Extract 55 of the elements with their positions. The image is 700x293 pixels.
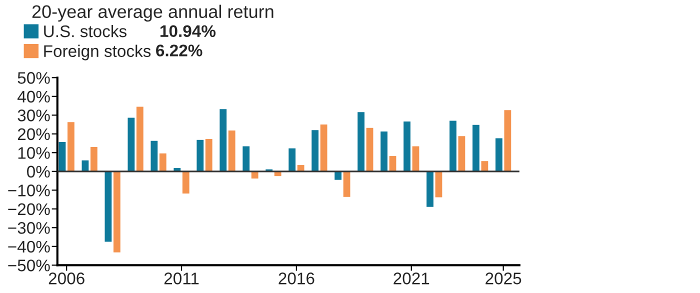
y-tick-label: −20% bbox=[8, 203, 50, 216]
bar bbox=[334, 171, 342, 180]
bar bbox=[358, 112, 364, 172]
bar bbox=[426, 171, 434, 207]
bar bbox=[58, 142, 66, 172]
bar bbox=[128, 118, 135, 172]
bar bbox=[182, 171, 190, 194]
y-tick-label: −40% bbox=[8, 240, 50, 253]
y-tick-label: −30% bbox=[8, 222, 50, 234]
bar bbox=[251, 171, 258, 179]
bar bbox=[481, 161, 488, 172]
bar bbox=[412, 146, 420, 172]
y-tick-label: 30% bbox=[18, 110, 50, 122]
bar bbox=[312, 130, 319, 172]
bar bbox=[196, 140, 204, 172]
text: 10.94% bbox=[160, 25, 216, 38]
legend-label: U.S. stocks bbox=[44, 24, 127, 38]
bar bbox=[288, 148, 296, 172]
x-tick-label: 2011 bbox=[164, 272, 199, 284]
chart-title: 20-year average annual return bbox=[32, 4, 274, 22]
bar bbox=[504, 110, 512, 172]
bar bbox=[366, 128, 374, 172]
bar bbox=[113, 171, 120, 252]
y-tick-label: 20% bbox=[18, 128, 50, 140]
x-tick-label: 2021 bbox=[394, 272, 430, 284]
y-tick-label: 40% bbox=[17, 90, 50, 103]
bar bbox=[136, 106, 144, 172]
x-tick-label: 2025 bbox=[486, 272, 522, 284]
bar bbox=[159, 153, 166, 172]
y-tick-label: −50% bbox=[8, 260, 50, 272]
bar bbox=[242, 146, 250, 172]
bar bbox=[68, 122, 74, 172]
bar bbox=[150, 140, 158, 172]
bar bbox=[450, 120, 456, 172]
bar bbox=[104, 171, 112, 242]
bar bbox=[495, 138, 502, 172]
x-tick-label: 2016 bbox=[278, 272, 314, 284]
bar bbox=[435, 171, 442, 198]
y-tick-label: 50% bbox=[18, 72, 50, 84]
bar bbox=[205, 138, 212, 172]
bar bbox=[320, 124, 328, 172]
y-tick-label: −10% bbox=[8, 184, 50, 196]
bar bbox=[220, 109, 227, 172]
legend-label: Foreign stocks bbox=[44, 44, 151, 60]
bar bbox=[380, 131, 388, 172]
text: 6.22% bbox=[156, 44, 202, 56]
bar bbox=[343, 171, 350, 197]
bar bbox=[404, 122, 410, 172]
y-tick-label: 10% bbox=[18, 147, 50, 159]
bar bbox=[90, 147, 98, 172]
x-tick-label: 2006 bbox=[48, 272, 84, 284]
bar bbox=[228, 130, 236, 172]
bar bbox=[458, 136, 466, 172]
y-tick-label: 0% bbox=[27, 166, 50, 178]
bar bbox=[472, 124, 480, 172]
